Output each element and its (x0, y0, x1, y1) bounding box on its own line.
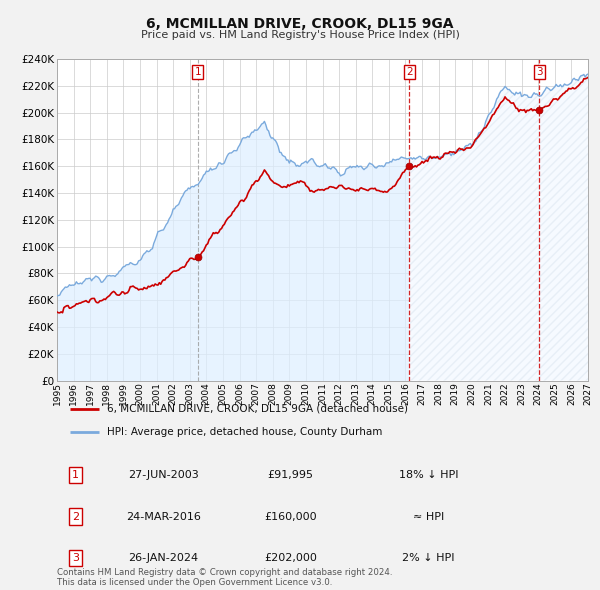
Text: 3: 3 (72, 553, 79, 563)
Text: Contains HM Land Registry data © Crown copyright and database right 2024.
This d: Contains HM Land Registry data © Crown c… (57, 568, 392, 587)
Text: 2: 2 (406, 67, 413, 77)
Text: HPI: Average price, detached house, County Durham: HPI: Average price, detached house, Coun… (107, 427, 383, 437)
Text: 27-JUN-2003: 27-JUN-2003 (128, 470, 199, 480)
Text: £91,995: £91,995 (268, 470, 314, 480)
Text: 1: 1 (72, 470, 79, 480)
Text: 24-MAR-2016: 24-MAR-2016 (126, 512, 200, 522)
Text: 26-JAN-2024: 26-JAN-2024 (128, 553, 198, 563)
Text: 6, MCMILLAN DRIVE, CROOK, DL15 9GA (detached house): 6, MCMILLAN DRIVE, CROOK, DL15 9GA (deta… (107, 404, 409, 414)
Text: 18% ↓ HPI: 18% ↓ HPI (399, 470, 458, 480)
Text: 1: 1 (194, 67, 201, 77)
Text: £160,000: £160,000 (265, 512, 317, 522)
Text: 6, MCMILLAN DRIVE, CROOK, DL15 9GA: 6, MCMILLAN DRIVE, CROOK, DL15 9GA (146, 17, 454, 31)
Text: 2: 2 (72, 512, 79, 522)
Text: 3: 3 (536, 67, 542, 77)
Text: 2% ↓ HPI: 2% ↓ HPI (403, 553, 455, 563)
Text: £202,000: £202,000 (264, 553, 317, 563)
Text: ≈ HPI: ≈ HPI (413, 512, 445, 522)
Text: Price paid vs. HM Land Registry's House Price Index (HPI): Price paid vs. HM Land Registry's House … (140, 30, 460, 40)
